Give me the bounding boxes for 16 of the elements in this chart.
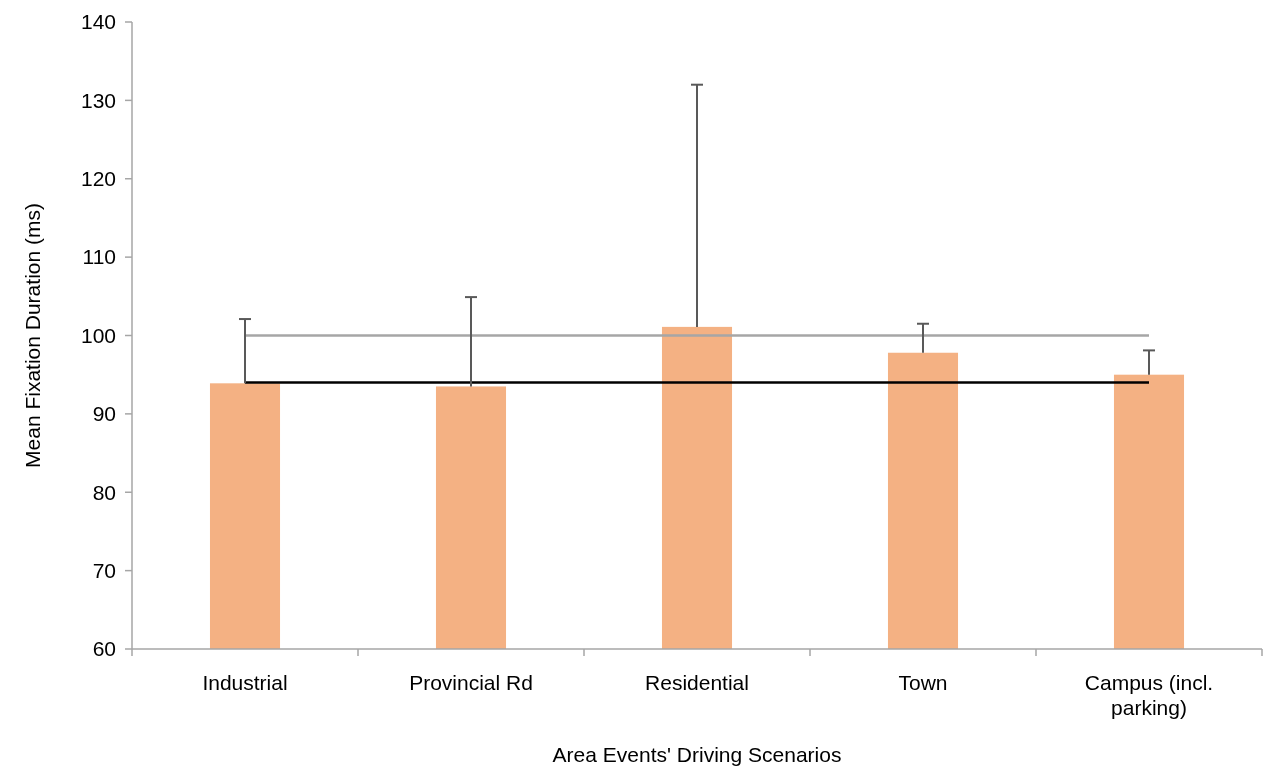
y-axis-title: Mean Fixation Duration (ms) bbox=[21, 203, 44, 468]
x-tick-label: Provincial Rd bbox=[409, 671, 533, 694]
y-tick-label: 90 bbox=[92, 402, 116, 426]
x-tick-label: Town bbox=[898, 671, 948, 694]
y-tick-label: 130 bbox=[80, 88, 116, 112]
y-tick-label: 100 bbox=[80, 323, 116, 347]
x-tick-label: Industrial bbox=[202, 671, 288, 694]
x-tick-label: Campus (incl. parking) bbox=[1084, 671, 1214, 719]
x-axis-title: Area Events' Driving Scenarios bbox=[552, 743, 842, 766]
y-tick-label: 60 bbox=[92, 637, 116, 661]
x-tick-label: Residential bbox=[645, 671, 749, 694]
y-tick-label: 70 bbox=[92, 558, 116, 582]
y-tick-label: 80 bbox=[92, 480, 116, 504]
y-tick-label: 110 bbox=[82, 245, 116, 269]
y-tick-label: 120 bbox=[80, 167, 116, 191]
y-tick-label: 140 bbox=[80, 10, 116, 34]
